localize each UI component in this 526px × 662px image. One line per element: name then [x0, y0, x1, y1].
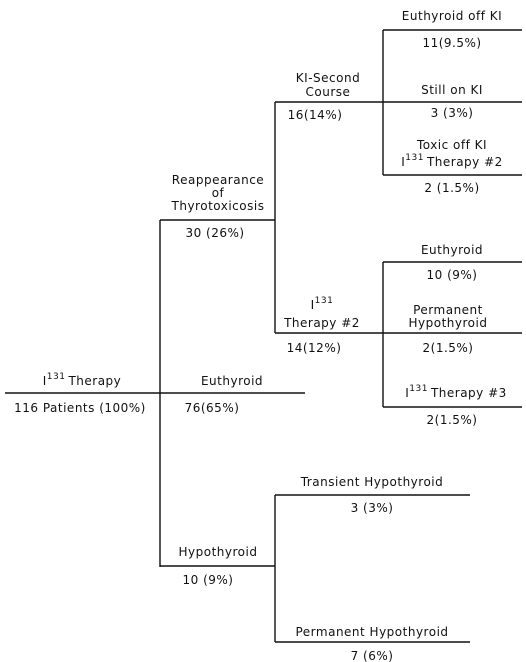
node-label: I131 Therapy: [43, 372, 122, 388]
text-part: Therapy #2: [426, 155, 503, 169]
node-count: 14(12%): [287, 341, 342, 355]
node-label: KI-Second: [296, 71, 360, 85]
node-count: 11(9.5%): [422, 36, 481, 50]
node-label: Therapy #2: [283, 316, 360, 330]
text-part: Therapy #3: [430, 386, 507, 400]
connectors: [5, 29, 522, 643]
node-count: 3 (3%): [351, 501, 394, 515]
node-label: Course: [306, 85, 351, 99]
node-count: 16(14%): [288, 108, 343, 122]
node-label: I131: [311, 296, 334, 312]
text-part: I: [43, 374, 47, 388]
text-part: 131: [315, 296, 334, 306]
node-label: Permanent Hypothyroid: [295, 625, 448, 639]
node-label: of: [212, 186, 225, 200]
node-count: 10 (9%): [183, 573, 234, 587]
node-count: 10 (9%): [427, 268, 478, 282]
node-label: Permanent: [413, 303, 483, 317]
node-label: Hypothyroid: [179, 545, 258, 559]
node-label: Transient Hypothyroid: [300, 475, 444, 489]
text-part: I: [401, 155, 405, 169]
node-count: 2(1.5%): [427, 413, 478, 427]
text-part: I: [311, 298, 315, 312]
text-part: I: [405, 386, 409, 400]
node-label: Reappearance: [172, 173, 264, 187]
node-label: Euthyroid: [421, 243, 483, 257]
node-label: Still on KI: [421, 83, 483, 97]
text-part: 131: [405, 153, 424, 163]
node-label: I131 Therapy #3: [405, 384, 507, 400]
node-count: 76(65%): [185, 401, 240, 415]
node-count: 30 (26%): [185, 226, 244, 240]
node-count: 3 (3%): [431, 106, 474, 120]
node-count: 2 (1.5%): [424, 181, 479, 195]
node-label: Toxic off KI: [416, 138, 487, 152]
text-part: 131: [409, 384, 428, 394]
node-label: I131 Therapy #2: [401, 153, 503, 169]
node-count: 7 (6%): [351, 649, 394, 662]
node-count: 116 Patients (100%): [14, 401, 146, 415]
node-label: Euthyroid off KI: [402, 9, 502, 23]
node-label: Euthyroid: [201, 374, 263, 388]
node-count: 2(1.5%): [423, 341, 474, 355]
text-part: Therapy: [67, 374, 121, 388]
node-label: Hypothyroid: [409, 316, 488, 330]
node-label: Thyrotoxicosis: [171, 199, 265, 213]
text-part: 131: [47, 372, 66, 382]
